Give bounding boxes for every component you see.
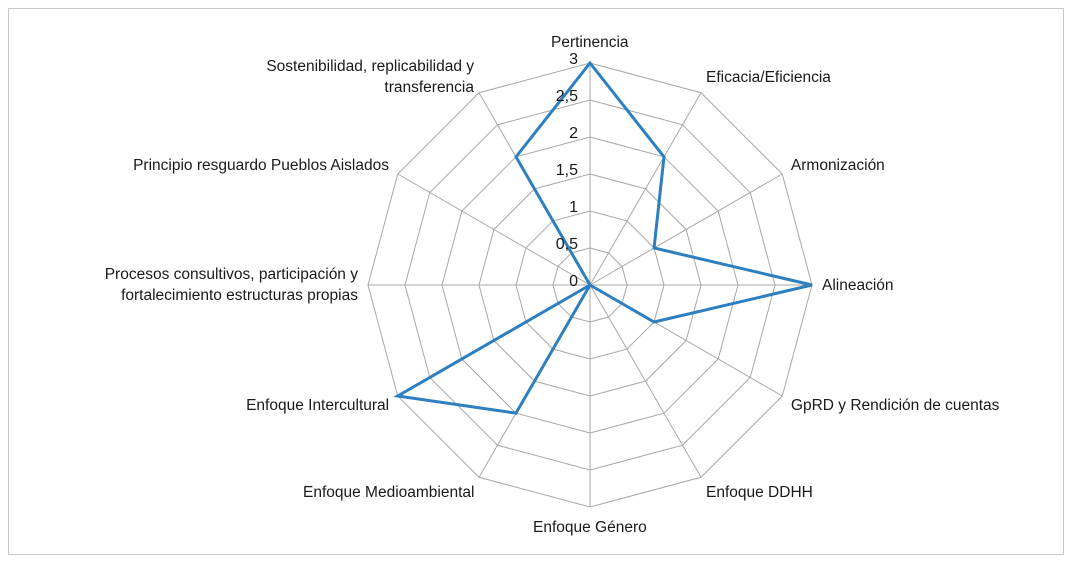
category-label: Pertinencia xyxy=(551,34,629,51)
spoke xyxy=(397,173,591,286)
r-tick-label: 1 xyxy=(569,199,578,216)
category-label: Sostenibilidad, replicabilidad y transfe… xyxy=(266,58,474,97)
spoke xyxy=(589,92,702,286)
category-label: Alineación xyxy=(822,276,894,294)
r-tick-label: 2,5 xyxy=(555,88,578,105)
category-label: GpRD y Rendición de cuentas xyxy=(790,396,1000,414)
category-label: Enfoque Medioambiental xyxy=(303,484,475,502)
r-tick-label: 0,5 xyxy=(555,236,578,253)
category-label: Procesos consultivos, participación y fo… xyxy=(104,266,358,304)
spoke xyxy=(589,284,702,478)
r-tick-label: 1,5 xyxy=(555,162,578,179)
r-tick-label: 0 xyxy=(569,273,578,290)
chart-border xyxy=(8,8,1064,555)
category-label: Enfoque Intercultural xyxy=(246,396,390,414)
r-tick-label: 3 xyxy=(569,51,578,68)
r-tick-label: 2 xyxy=(569,125,578,142)
category-label: Armonización xyxy=(790,156,885,174)
category-label: Principio resguardo Pueblos Aislados xyxy=(133,156,389,174)
category-label: Enfoque Género xyxy=(533,519,647,536)
spoke xyxy=(589,173,783,286)
category-label: Enfoque DDHH xyxy=(706,484,813,502)
category-label: Eficacia/Eficiencia xyxy=(706,68,831,86)
series-line xyxy=(393,60,813,415)
